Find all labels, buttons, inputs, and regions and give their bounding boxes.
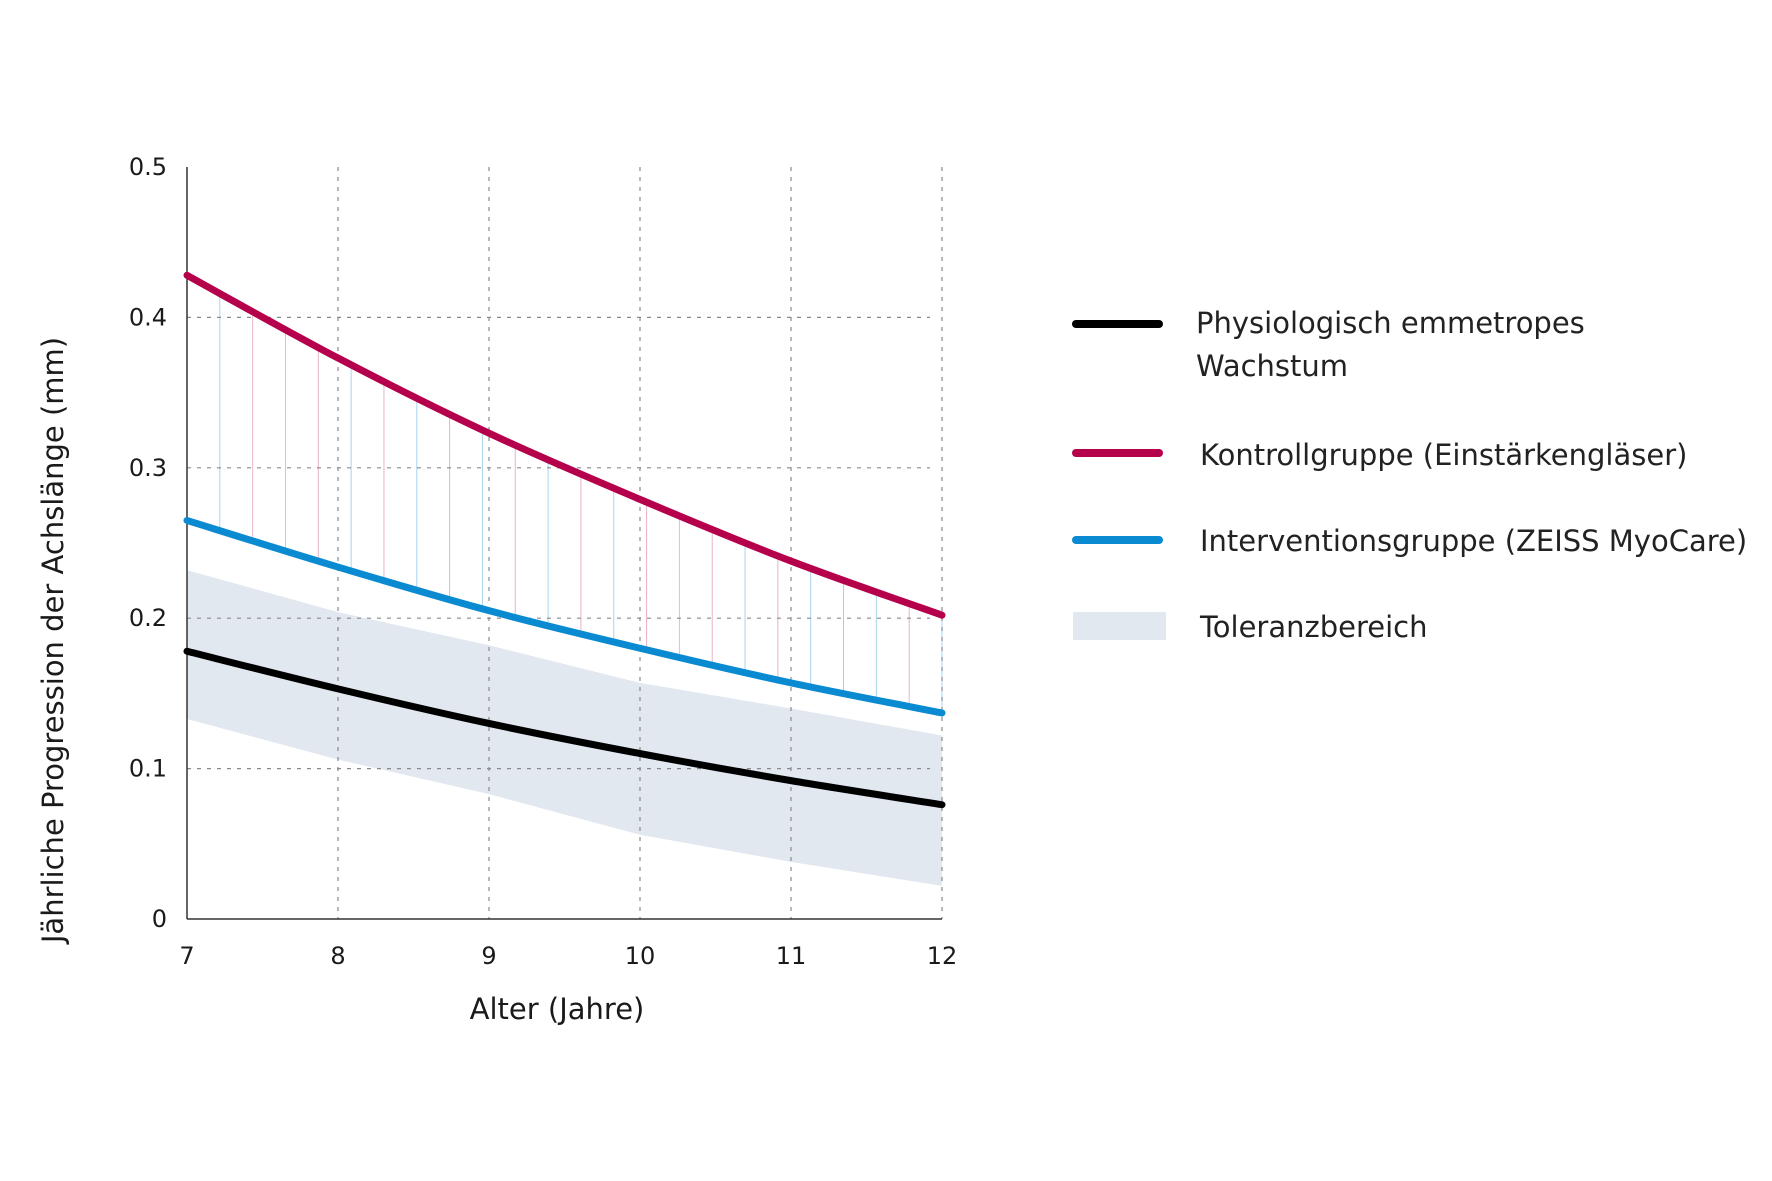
series-line	[183, 271, 946, 619]
legend-swatch	[1073, 612, 1166, 640]
legend-label: Kontrollgruppe (Einstärkengläser)	[1200, 438, 1687, 472]
gap-hatch-layer	[186, 275, 943, 713]
y-tick-label: 0.3	[129, 454, 167, 482]
series-layer	[183, 271, 946, 809]
x-tick-label: 10	[625, 942, 656, 970]
series-line	[183, 647, 946, 809]
series-line	[183, 516, 946, 717]
legend-label: Interventionsgruppe (ZEISS MyoCare)	[1200, 524, 1747, 558]
tick-label-layer: 7 8 9 10 11 12 0 0.1 0.2 0.3 0.4 0.5	[129, 153, 957, 970]
x-tick-label: 8	[330, 942, 345, 970]
legend-label: Wachstum	[1196, 349, 1348, 383]
y-axis-title: Jährliche Progression der Achslänge (mm)	[36, 337, 70, 945]
y-tick-label: 0	[152, 905, 167, 933]
y-tick-label: 0.4	[129, 303, 167, 331]
legend-label: Physiologisch emmetropes	[1196, 306, 1585, 340]
axes-layer	[186, 167, 942, 920]
x-tick-label: 9	[481, 942, 496, 970]
tolerance-band-layer	[187, 570, 942, 886]
tolerance-band	[187, 570, 942, 886]
x-tick-label: 12	[927, 942, 958, 970]
x-tick-label: 11	[776, 942, 807, 970]
x-axis-title: Alter (Jahre)	[470, 992, 645, 1026]
x-tick-label: 7	[179, 942, 194, 970]
y-tick-label: 0.5	[129, 153, 167, 181]
y-tick-label: 0.1	[129, 755, 167, 783]
legend-label: Toleranzbereich	[1199, 610, 1427, 644]
legend: Physiologisch emmetropes Wachstum Kontroll…	[1072, 306, 1747, 644]
y-tick-label: 0.2	[129, 604, 167, 632]
